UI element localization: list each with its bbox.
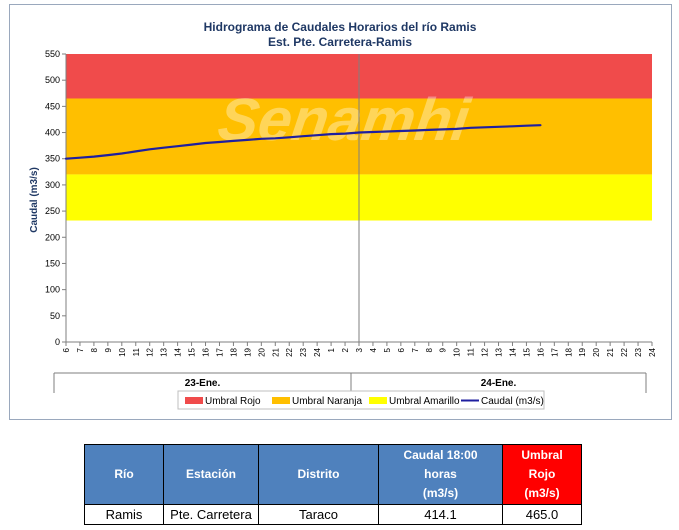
x-tick-label: 3 — [355, 347, 364, 352]
x-tick-label: 23 — [299, 347, 308, 356]
y-tick-label: 0 — [55, 337, 60, 347]
legend-swatch-umbral-amarillo — [369, 397, 387, 404]
cell-estacion: Pte. Carretera — [163, 504, 259, 525]
y-tick-label: 550 — [45, 49, 60, 59]
x-tick-label: 9 — [104, 347, 113, 352]
legend-box — [177, 390, 545, 410]
header-umbral-line-2: Rojo — [528, 467, 556, 481]
x-tick-label: 7 — [411, 347, 420, 352]
x-tick-label: 17 — [550, 347, 559, 356]
header-caudal-line-2: horas — [424, 467, 457, 481]
x-tick-label: 24 — [313, 347, 322, 356]
cell-rio: Ramis — [84, 504, 164, 525]
day-group-label: 24-Ene. — [481, 378, 517, 389]
header-umbral-line-3: (m3/s) — [524, 486, 560, 500]
x-tick-label: 14 — [508, 347, 517, 356]
watermark-text: Senamhi — [214, 85, 475, 153]
day-group-label: 23-Ene. — [185, 378, 221, 389]
x-tick-label: 6 — [397, 347, 406, 352]
x-tick-label: 9 — [439, 347, 448, 352]
x-tick-label: 23 — [634, 347, 643, 356]
header-rio: Río — [84, 444, 164, 505]
cell-distrito: Taraco — [258, 504, 379, 525]
chart-frame: Senamhi 0 50 100 150 200 250 300 350 400 450 500 55… — [9, 4, 672, 420]
x-tick-label: 5 — [383, 347, 392, 352]
table-header-row: Río Estación Distrito Caudal 18:00 horas… — [84, 444, 582, 505]
x-tick-label: 22 — [285, 347, 294, 356]
y-tick-label: 250 — [45, 206, 60, 216]
chart-subtitle: Est. Pte. Carretera-Ramis — [268, 35, 412, 49]
header-caudal-line-3: (m3/s) — [422, 486, 459, 500]
x-tick-label: 16 — [536, 347, 545, 356]
y-tick-label: 350 — [45, 154, 60, 164]
x-tick-label: 12 — [146, 347, 155, 356]
series-line-caudal — [64, 124, 542, 160]
hydrograph-chart: Senamhi 05010015020025030035040045050055… — [29, 20, 657, 410]
header-caudal: Caudal 18:00 horas (m3/s) — [378, 444, 503, 505]
x-tick-label: 10 — [453, 347, 462, 356]
x-tick-label: 22 — [620, 347, 629, 356]
chart-title: Hidrograma de Caudales Horarios del río … — [204, 20, 477, 34]
x-tick-label: 18 — [229, 347, 238, 356]
x-tick-label: 11 — [467, 347, 476, 356]
legend: Umbral Rojo Umbral Naranja Umbral Amarillo… — [177, 390, 545, 410]
y-tick-label: 400 — [45, 128, 60, 138]
x-tick-label: 18 — [564, 347, 573, 356]
x-tick-label: 19 — [243, 347, 252, 356]
y-tick-label: 50 — [50, 311, 60, 321]
x-tick-label: 19 — [578, 347, 587, 356]
legend-swatch-umbral-naranja — [272, 397, 290, 404]
x-tick-label: 13 — [160, 347, 169, 356]
y-axis-label: Caudal (m3/s) — [29, 167, 40, 233]
x-tick-label: 1 — [327, 347, 336, 352]
x-tick-label: 21 — [271, 347, 280, 356]
x-tick-label: 14 — [174, 347, 183, 356]
legend-label-umbral-naranja: Umbral Naranja — [292, 396, 362, 407]
x-tick-label: 20 — [592, 347, 601, 356]
header-distrito: Distrito — [258, 444, 379, 505]
x-tick-label: 24 — [648, 347, 657, 356]
x-tick-label: 8 — [425, 347, 434, 352]
x-tick-label: 21 — [606, 347, 615, 356]
table-row: Ramis Pte. Carretera Taraco 414.1 465.0 — [84, 504, 582, 525]
legend-label-caudal-m-s: Caudal (m3/s) — [481, 396, 544, 407]
cell-caudal: 414.1 — [378, 504, 503, 525]
y-tick-label: 200 — [45, 232, 60, 242]
header-estacion: Estación — [163, 444, 259, 505]
legend-label-umbral-amarillo: Umbral Amarillo — [389, 396, 460, 407]
x-tick-label: 20 — [257, 347, 266, 356]
y-tick-label: 500 — [45, 75, 60, 85]
legend-swatch-umbral-rojo — [185, 397, 203, 404]
legend-label-umbral-rojo: Umbral Rojo — [205, 396, 261, 407]
series-layer — [64, 124, 542, 160]
x-tick-label: 7 — [76, 347, 85, 352]
x-tick-label: 2 — [341, 347, 350, 352]
x-tick-label: 11 — [132, 347, 141, 356]
x-tick-label: 13 — [495, 347, 504, 356]
x-tick-label: 12 — [481, 347, 490, 356]
x-tick-label: 8 — [90, 347, 99, 352]
x-tick-label: 10 — [118, 347, 127, 356]
x-tick-label: 6 — [62, 347, 71, 352]
header-umbral-rojo: Umbral Rojo (m3/s) — [502, 444, 582, 505]
x-tick-label: 16 — [202, 347, 211, 356]
x-tick-label: 15 — [522, 347, 531, 356]
summary-table: Río Estación Distrito Caudal 18:00 horas… — [84, 444, 582, 525]
cell-umbral: 465.0 — [502, 504, 582, 525]
header-umbral-line-1: Umbral — [521, 448, 563, 462]
y-tick-label: 150 — [45, 258, 60, 268]
x-tick-label: 17 — [215, 347, 224, 356]
y-tick-label: 100 — [45, 285, 60, 295]
x-tick-label: 4 — [369, 347, 378, 352]
header-caudal-line-1: Caudal 18:00 — [403, 448, 478, 462]
x-tick-label: 15 — [188, 347, 197, 356]
axes — [53, 53, 653, 393]
y-tick-label: 300 — [45, 180, 60, 190]
y-tick-label: 450 — [45, 101, 60, 111]
